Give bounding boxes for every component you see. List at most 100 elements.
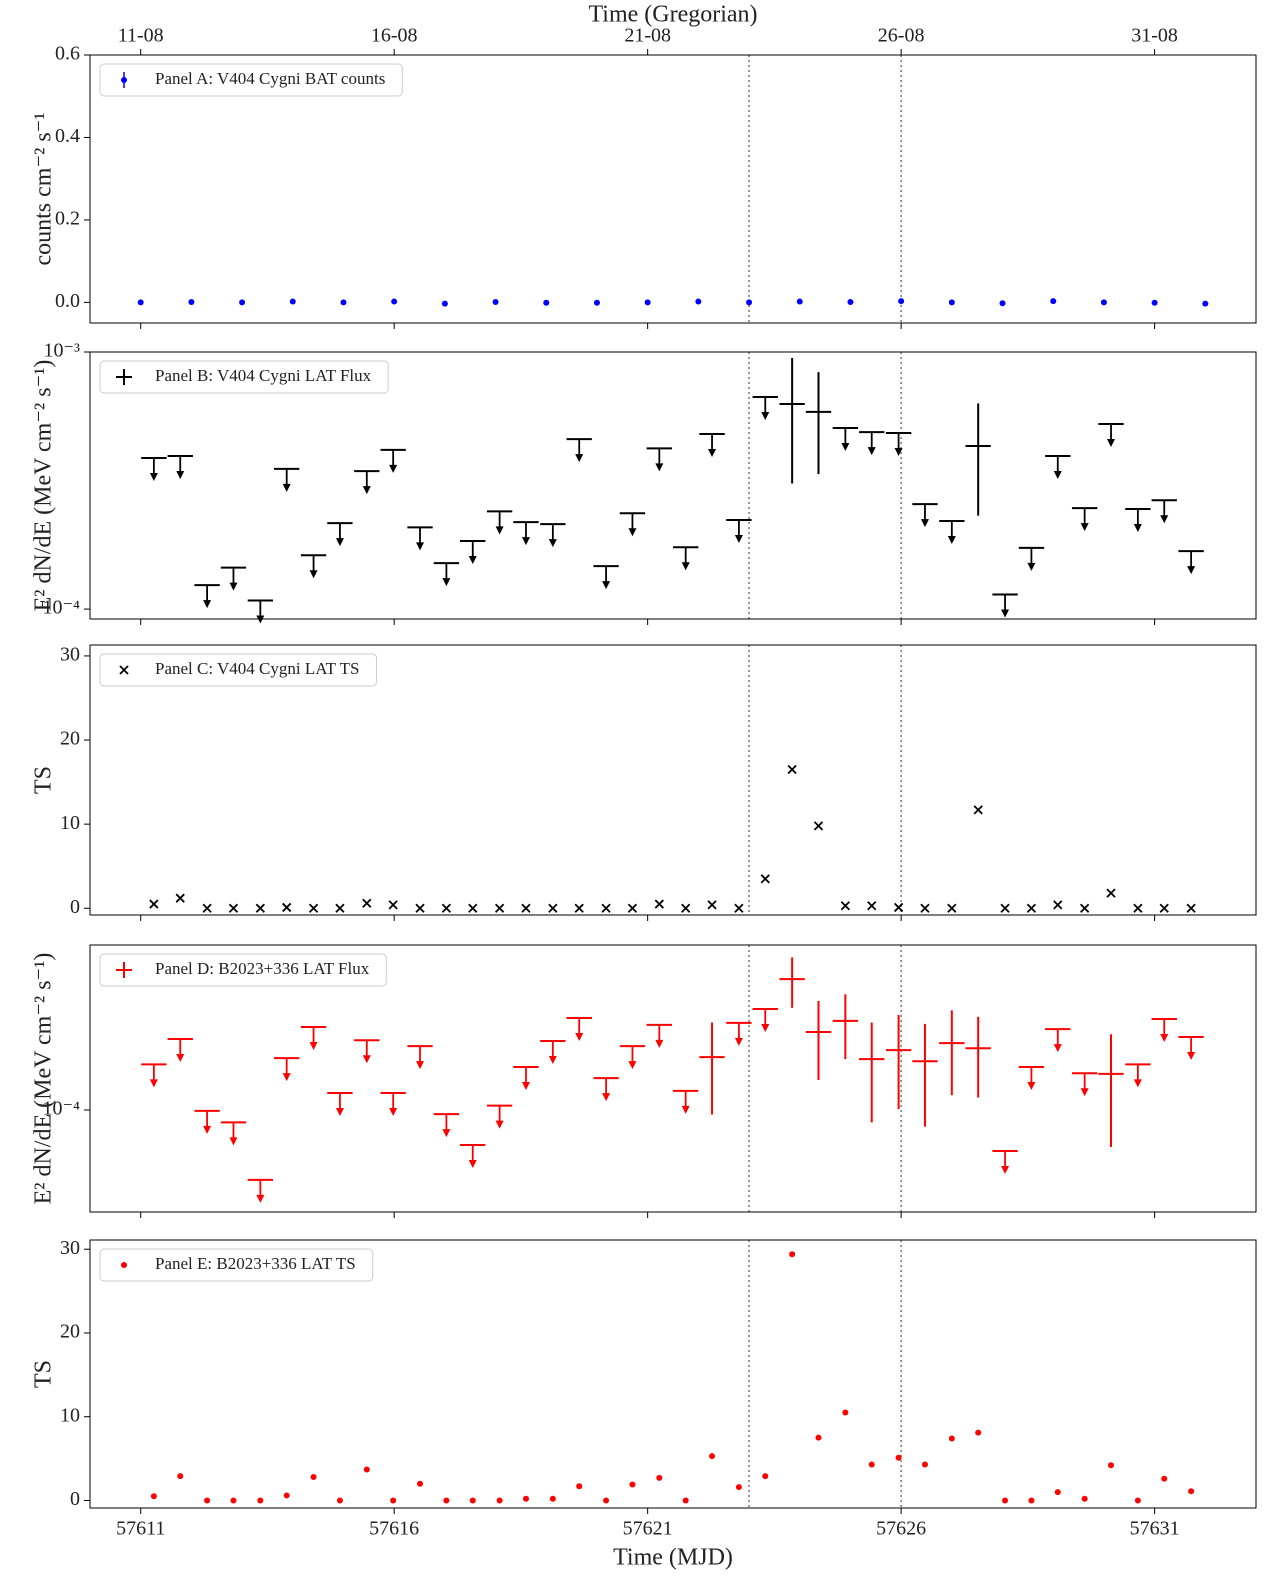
marker: [310, 1474, 317, 1481]
data-point: [646, 1023, 672, 1048]
marker: [257, 1497, 264, 1504]
data-point: [300, 1026, 327, 1051]
upper-limit-arrow: [575, 454, 584, 463]
data-point: [1151, 499, 1177, 524]
x-tick-label: 57621: [623, 1518, 673, 1540]
marker: [707, 900, 717, 910]
data-point: [167, 454, 193, 479]
data-point: [540, 523, 566, 548]
data-point: [1151, 1017, 1177, 1042]
upper-limit-arrow: [282, 483, 291, 492]
upper-limit-arrow: [1160, 515, 1169, 524]
y-tick-label: 10⁻⁴: [42, 597, 80, 619]
upper-limit-arrow: [575, 1033, 584, 1042]
upper-limit-arrow: [176, 470, 185, 479]
marker: [898, 298, 905, 305]
top-x-tick-label: 11-08: [118, 25, 164, 47]
marker: [549, 1495, 556, 1502]
legend-box: [99, 63, 403, 97]
data-point: [912, 503, 938, 528]
data-point: [726, 1021, 752, 1046]
top-x-tick-label: 16-08: [371, 25, 418, 47]
data-point: [752, 1007, 778, 1032]
data-point: [885, 432, 912, 457]
upper-limit-arrow: [1080, 523, 1089, 532]
marker: [789, 1251, 796, 1258]
y-tick-label: 0.6: [55, 43, 80, 65]
data-point: [965, 403, 991, 516]
marker: [137, 299, 144, 306]
data-point: [433, 1113, 460, 1138]
data-point: [486, 510, 513, 535]
upper-limit-arrow: [176, 1053, 185, 1062]
marker: [654, 899, 664, 909]
marker: [787, 764, 797, 775]
data-point: [859, 1022, 885, 1123]
y-tick-label: 0: [70, 1488, 80, 1510]
upper-limit-arrow: [229, 582, 238, 591]
upper-limit-arrow: [309, 1042, 318, 1051]
marker: [390, 1497, 397, 1504]
marker: [656, 1474, 663, 1481]
marker: [601, 903, 611, 913]
marker: [746, 299, 753, 306]
upper-limit-arrow: [203, 1125, 212, 1134]
marker: [1002, 1497, 1009, 1504]
data-point: [300, 554, 327, 579]
upper-limit-arrow: [362, 486, 371, 495]
data-point: [407, 1045, 433, 1070]
y-axis-label: E² dN/dE (MeV cm⁻² s⁻¹): [31, 953, 57, 1205]
plot-frame: [89, 944, 1257, 1213]
marker: [1050, 298, 1057, 305]
legend: Panel E: B2023+336 LAT TS: [99, 1248, 374, 1282]
marker: [948, 1435, 955, 1442]
data-point: [1045, 454, 1071, 479]
upper-limit-arrow: [1187, 566, 1196, 575]
marker: [813, 821, 824, 831]
marker: [548, 903, 558, 913]
data-point: [247, 1178, 274, 1203]
marker: [362, 898, 372, 908]
legend: Panel C: V404 Cygni LAT TS: [99, 653, 377, 687]
data-point: [992, 1149, 1018, 1174]
data-point: [832, 994, 859, 1060]
upper-limit-arrow: [149, 472, 158, 481]
marker: [644, 299, 651, 306]
upper-limit-arrow: [1160, 1033, 1169, 1042]
marker: [973, 805, 983, 815]
marker: [150, 1493, 157, 1500]
upper-limit-arrow: [468, 556, 477, 565]
marker: [574, 903, 584, 913]
marker: [760, 874, 770, 884]
x-tick-label: 57631: [1130, 1518, 1180, 1540]
marker: [543, 299, 550, 306]
y-axis-label: E² dN/dE (MeV cm⁻² s⁻¹): [31, 360, 57, 612]
upper-limit-arrow: [628, 528, 637, 537]
upper-limit-arrow: [521, 1082, 530, 1091]
data-point: [965, 1016, 991, 1098]
data-point: [354, 470, 380, 495]
upper-limit-arrow: [681, 562, 690, 571]
legend-label: Panel B: V404 Cygni LAT Flux: [155, 366, 372, 385]
plot-frame: [89, 54, 1257, 324]
marker: [603, 1497, 610, 1504]
marker: [175, 893, 185, 903]
y-tick-label: 0.2: [55, 208, 80, 230]
data-point: [805, 372, 832, 475]
upper-limit-arrow: [389, 1108, 398, 1117]
legend-box: [99, 953, 387, 987]
marker: [228, 903, 239, 913]
data-point: [167, 1037, 193, 1062]
data-point: [1125, 1063, 1151, 1088]
marker: [336, 1497, 343, 1504]
y-tick-label: 10⁻³: [43, 340, 80, 362]
upper-limit-arrow: [602, 1093, 611, 1102]
data-point: [593, 565, 619, 590]
upper-limit-arrow: [548, 539, 557, 548]
data-point: [699, 1022, 725, 1115]
data-point: [540, 1040, 566, 1065]
upper-limit-arrow: [947, 536, 956, 545]
y-tick-label: 10⁻⁴: [42, 1098, 80, 1120]
